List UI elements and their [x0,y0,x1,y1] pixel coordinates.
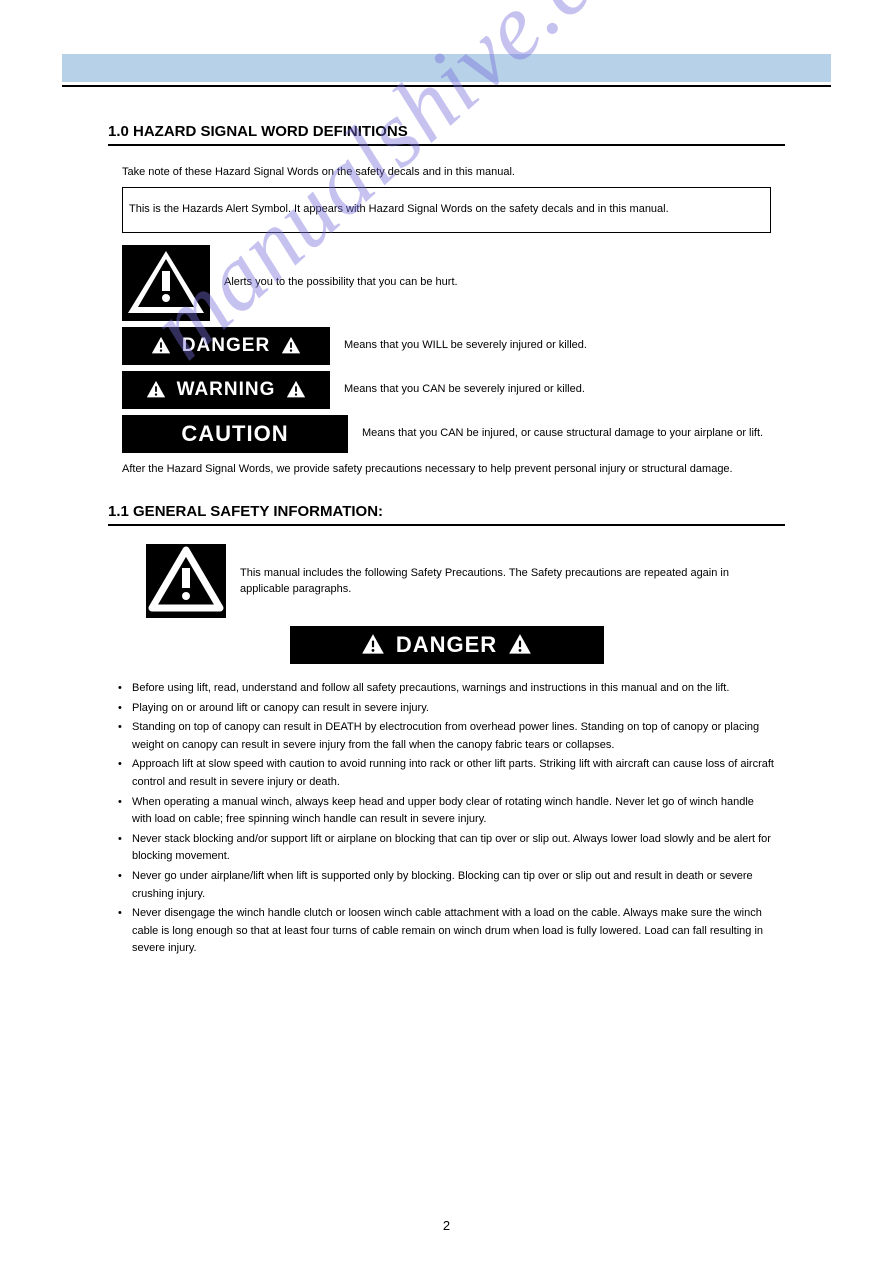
page: 1.0 HAZARD SIGNAL WORD DEFINITIONS Take … [0,0,893,958]
warning-triangle-icon [360,632,386,658]
row-alert: Alerts you to the possibility that you c… [122,245,771,321]
message-box-text: This is the Hazards Alert Symbol. It app… [129,201,669,218]
header-rule [62,85,831,87]
warning-triangle-icon [280,335,302,357]
header-bar [62,54,831,82]
bullet-item: Never go under airplane/lift when lift i… [118,868,775,903]
row-caution: CAUTION Means that you CAN be injured, o… [122,415,771,453]
caution-label-text: CAUTION [181,421,288,447]
row-warning-desc: Means that you CAN be severely injured o… [344,381,585,398]
safety-row: This manual includes the following Safet… [146,544,771,618]
intro-paragraph: Take note of these Hazard Signal Words o… [122,164,771,181]
warning-label-icon: WARNING [122,371,330,409]
warning-triangle-icon [145,379,167,401]
row-warning: WARNING Means that you CAN be severely i… [122,371,771,409]
bullet-item: Standing on top of canopy can result in … [118,719,775,754]
danger-label-big-icon: DANGER [290,626,604,664]
bullet-item: Never disengage the winch handle clutch … [118,905,775,958]
row-danger: DANGER Means that you WILL be severely i… [122,327,771,365]
bullets-list: Before using lift, read, understand and … [118,680,775,958]
message-box: This is the Hazards Alert Symbol. It app… [122,187,771,233]
bullet-item: Before using lift, read, understand and … [118,680,775,698]
bullet-item: Approach lift at slow speed with caution… [118,756,775,791]
danger-label-text: DANGER [182,335,270,357]
alert-triangle-icon [146,544,226,618]
heading-main: 1.0 HAZARD SIGNAL WORD DEFINITIONS [108,123,831,140]
row-danger-desc: Means that you WILL be severely injured … [344,337,587,354]
warning-triangle-icon [507,632,533,658]
row-alert-desc: Alerts you to the possibility that you c… [224,274,458,291]
bullet-item: Playing on or around lift or canopy can … [118,700,775,718]
section-rule [108,144,785,146]
danger-label-icon: DANGER [122,327,330,365]
alert-triangle-icon [122,245,210,321]
after-note: After the Hazard Signal Words, we provid… [122,461,771,478]
page-number: 2 [0,1218,893,1233]
bullet-item: Never stack blocking and/or support lift… [118,831,775,866]
row-caution-desc: Means that you CAN be injured, or cause … [362,425,763,442]
bullet-item: When operating a manual winch, always ke… [118,794,775,829]
danger-label-big-text: DANGER [396,632,497,658]
warning-triangle-icon [150,335,172,357]
caution-label-icon: CAUTION [122,415,348,453]
warning-triangle-icon [285,379,307,401]
safety-row-desc: This manual includes the following Safet… [240,565,771,598]
heading-sub: 1.1 GENERAL SAFETY INFORMATION: [108,503,831,520]
warning-label-text: WARNING [177,379,276,401]
section-rule-2 [108,524,785,526]
